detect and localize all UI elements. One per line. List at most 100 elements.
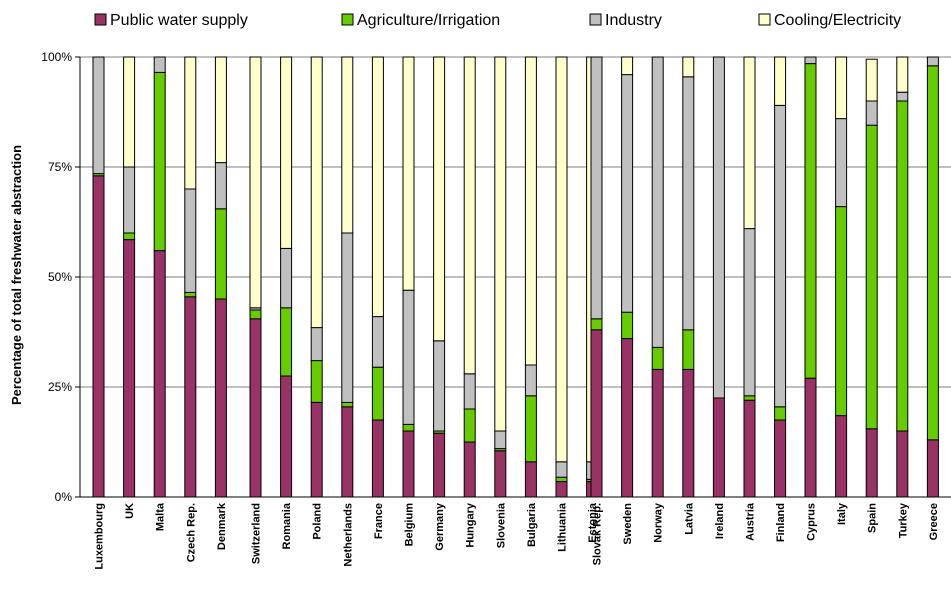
bar-segment-cooling-electricity bbox=[682, 56, 695, 78]
category-label: Belgium bbox=[404, 503, 416, 547]
bar-segment-public-water-supply bbox=[123, 239, 136, 498]
legend-swatch bbox=[589, 13, 602, 26]
category-label: Slovenia bbox=[495, 502, 507, 548]
legend-swatch bbox=[758, 13, 771, 26]
bar-segment-cooling-electricity bbox=[402, 56, 415, 291]
bar-segment-public-water-supply bbox=[712, 397, 725, 498]
bar-segment-industry bbox=[896, 91, 909, 102]
bar-segment-public-water-supply bbox=[555, 481, 568, 498]
category-label: Sweden bbox=[622, 503, 634, 545]
bar-segment-public-water-supply bbox=[926, 439, 939, 498]
bar-segment-public-water-supply bbox=[804, 377, 817, 498]
bar-segment-public-water-supply bbox=[310, 401, 323, 498]
bar-segment-agriculture-irrigation bbox=[463, 408, 476, 443]
category-label: Latvia bbox=[683, 502, 695, 535]
bar-segment-industry bbox=[524, 364, 537, 397]
y-tick-label: 50% bbox=[48, 270, 72, 284]
category-label: UK bbox=[124, 503, 136, 519]
bar-segment-cooling-electricity bbox=[896, 56, 909, 93]
y-tick-label: 75% bbox=[48, 160, 72, 174]
bar-segment-industry bbox=[463, 373, 476, 410]
bar-segment-industry bbox=[184, 188, 197, 293]
bar-segment-industry bbox=[494, 430, 507, 450]
bar-segment-cooling-electricity bbox=[524, 56, 537, 366]
bar-segment-public-water-supply bbox=[249, 318, 262, 498]
bar-segment-agriculture-irrigation bbox=[555, 476, 568, 483]
bar-segment-public-water-supply bbox=[590, 329, 603, 498]
bar-segment-industry bbox=[682, 76, 695, 331]
category-label: France bbox=[373, 503, 385, 539]
category-label: Czech Rep. bbox=[185, 503, 197, 562]
category-label: Poland bbox=[312, 503, 324, 540]
category-label: Finland bbox=[775, 503, 787, 542]
bar-segment-public-water-supply bbox=[371, 419, 384, 498]
y-tick-label: 25% bbox=[48, 380, 72, 394]
bar-segment-industry bbox=[804, 56, 817, 65]
category-label: Germany bbox=[434, 502, 446, 551]
category-label: Norway bbox=[653, 502, 665, 543]
legend-label: Cooling/Electricity bbox=[774, 12, 901, 29]
bars bbox=[92, 56, 939, 498]
bar-segment-cooling-electricity bbox=[214, 56, 227, 164]
axes bbox=[75, 56, 951, 498]
bar-segment-industry bbox=[865, 100, 878, 126]
category-label: Ireland bbox=[714, 503, 726, 539]
bar-segment-cooling-electricity bbox=[835, 56, 848, 120]
legend: Public water supply Agriculture/Irrigatio… bbox=[94, 12, 901, 29]
category-label: Greece bbox=[928, 503, 940, 540]
bar-segment-cooling-electricity bbox=[743, 56, 756, 230]
bar-segment-agriculture-irrigation bbox=[280, 307, 293, 377]
bar-segment-industry bbox=[743, 228, 756, 397]
bar-segment-cooling-electricity bbox=[621, 56, 634, 76]
bar-segment-agriculture-irrigation bbox=[743, 395, 756, 401]
legend-label: Industry bbox=[605, 12, 662, 29]
category-label: Bulgaria bbox=[526, 502, 538, 547]
bar-segment-cooling-electricity bbox=[310, 56, 323, 329]
bar-segment-cooling-electricity bbox=[249, 56, 262, 309]
bar-segment-public-water-supply bbox=[743, 399, 756, 498]
bar-segment-industry bbox=[371, 316, 384, 368]
bar-segment-cooling-electricity bbox=[494, 56, 507, 432]
legend-swatch bbox=[341, 13, 354, 26]
bar-segment-industry bbox=[214, 162, 227, 210]
legend-label: Agriculture/Irrigation bbox=[357, 12, 500, 29]
bar-segment-industry bbox=[621, 74, 634, 313]
bar-segment-cooling-electricity bbox=[774, 56, 787, 106]
bar-segment-industry bbox=[153, 56, 166, 73]
category-label: Romania bbox=[281, 502, 293, 549]
bar-segment-agriculture-irrigation bbox=[402, 423, 415, 432]
bar-segment-industry bbox=[280, 247, 293, 309]
bar-segment-cooling-electricity bbox=[433, 56, 446, 342]
bar-segment-agriculture-irrigation bbox=[865, 124, 878, 430]
category-label: Spain bbox=[867, 503, 879, 533]
bar-segment-cooling-electricity bbox=[280, 56, 293, 249]
bar-segment-public-water-supply bbox=[524, 461, 537, 498]
bar-segment-public-water-supply bbox=[184, 296, 197, 498]
category-label: Hungary bbox=[465, 502, 477, 548]
bar-segment-industry bbox=[310, 327, 323, 362]
bar-segment-agriculture-irrigation bbox=[371, 366, 384, 421]
category-label: Malta bbox=[155, 502, 167, 531]
y-tick-label: 0% bbox=[55, 490, 73, 504]
bar-segment-industry bbox=[92, 56, 105, 175]
bar-segment-public-water-supply bbox=[651, 368, 664, 498]
bar-segment-industry bbox=[926, 56, 939, 67]
bar-segment-industry bbox=[555, 461, 568, 478]
bar-segment-industry bbox=[123, 166, 136, 234]
bar-segment-public-water-supply bbox=[214, 298, 227, 498]
y-axis-title: Percentage of total freshwater abstracti… bbox=[9, 145, 24, 405]
bar-segment-public-water-supply bbox=[494, 450, 507, 498]
bar-segment-cooling-electricity bbox=[123, 56, 136, 168]
legend-label: Public water supply bbox=[110, 12, 248, 29]
bar-segment-agriculture-irrigation bbox=[310, 360, 323, 403]
y-tick-label: 100% bbox=[41, 50, 72, 64]
bar-segment-public-water-supply bbox=[774, 419, 787, 498]
bar-segment-public-water-supply bbox=[463, 441, 476, 498]
bar-segment-cooling-electricity bbox=[865, 58, 878, 102]
bar-segment-public-water-supply bbox=[92, 175, 105, 498]
category-label: Luxembourg bbox=[94, 503, 106, 570]
category-label: Estonia bbox=[587, 502, 599, 543]
bar-segment-agriculture-irrigation bbox=[835, 206, 848, 417]
bar-segment-cooling-electricity bbox=[184, 56, 197, 190]
